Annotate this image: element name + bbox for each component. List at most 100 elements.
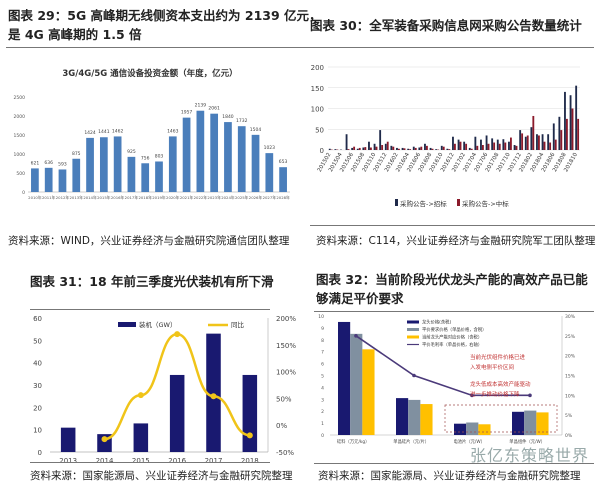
data-label: 1424 [84,130,96,136]
bar-tender [435,149,438,150]
data-label: 636 [44,160,53,166]
bar-tender [502,139,505,150]
bar [224,122,232,192]
line-point [354,334,358,338]
y-tick-label: 4 [321,385,324,391]
bar [210,113,219,192]
x-tick-label: 2014 [96,457,114,465]
bar [72,158,81,192]
bar-award [442,146,445,150]
legend-swatch [407,335,419,339]
y2-tick-label: 20% [565,354,576,360]
bar-award [521,133,524,150]
y-tick-label: 10 [33,427,42,435]
y2-tick-label: -50% [276,449,294,457]
bar-tender [362,147,365,150]
y-tick-label: 50 [33,337,42,345]
data-label: 1023 [264,145,276,151]
legend-swatch [457,199,460,206]
legend-label: 同比 [231,320,245,329]
divider [30,309,270,310]
bar-tender [351,147,354,150]
x-tick-label: 2016 [168,457,186,465]
bar-tender [334,149,337,150]
bar-award [448,149,451,150]
bar [362,349,375,435]
annotation: 当前光伏组件价格已进 [470,353,526,361]
bar-award [510,137,512,150]
line-point [174,331,181,338]
bar-award [358,147,361,150]
bar-award [532,115,535,150]
y-tick-label: 20 [33,404,42,412]
annotation: 龙头低成本高效产能驱动 [470,380,531,388]
bar-award [526,135,529,150]
divider [314,463,594,464]
y2-tick-label: 5% [565,413,573,419]
y-tick-label: 50 [315,126,324,134]
y-tick-label: 200 [311,64,324,72]
bar-tender [457,139,460,150]
y2-tick-label: 10% [565,393,576,399]
y-tick-label: 6 [321,362,324,368]
legend-label: 装机（GW） [139,320,176,329]
bar-tender [569,95,572,150]
bar-tender [468,147,471,150]
y-tick-label: 7 [321,350,324,356]
line-point [470,393,474,398]
x-tick-label: 2019年 [152,195,166,200]
x-tick-label: 2022年 [194,195,208,200]
line-margin [355,335,530,397]
bar-award [398,148,400,150]
bar-tender [429,147,432,150]
bar-tender [345,134,348,150]
data-label: 1840 [222,114,234,120]
chart-title: 3G/4G/5G 通信设备投资金额（年度，亿元） [62,68,237,79]
x-tick-label: 2023年 [207,195,221,200]
line-point [246,432,253,439]
x-tick-label: 2013 [59,457,77,465]
chart-fig29: 3G/4G/5G 通信设备投资金额（年度，亿元） 0 500 1000 1500 2000… [14,68,290,200]
bar [396,398,409,435]
y-tick-label: 1 [321,421,324,427]
bar [99,137,108,192]
bar [133,423,149,452]
bar-award [426,145,428,150]
x-tick-label: 2016年 [111,195,125,200]
legend-swatch [118,322,136,327]
data-label: 2061 [208,106,220,112]
data-label: 1462 [112,128,124,134]
bar-award [414,147,417,150]
bar-award [571,108,574,150]
x-tick-label: 2024年 [221,195,235,200]
bar [408,399,421,435]
bar [155,161,163,192]
bar [127,156,136,192]
annotation: 进一步推动价格下降 [470,390,520,398]
bar-tender [463,141,466,150]
line-point [137,392,144,399]
line-point [210,393,217,400]
x-tick-label: 2028年 [276,195,290,200]
bar-tender [575,85,578,150]
legend-label: 平价毛利率（单晶价格，右轴） [422,341,482,348]
bar [454,423,467,435]
fig29-source: 资料来源：WIND，兴业证券经济与金融研究院通信团队整理 [8,235,290,247]
data-label: 1504 [250,127,262,133]
y-tick-label: 2 [321,409,324,415]
bar-award [392,146,395,150]
bar-award [515,145,518,150]
bar [141,163,150,192]
fig29-title: 图表 29：5G 高峰期无线侧资本支出约为 2139 亿元，是 4G 高峰期的 … [8,8,322,42]
x-tick-label: 2020年 [166,195,180,200]
bar [338,321,351,435]
bar [265,153,274,192]
bar-tender [513,145,516,150]
data-label: 925 [127,149,136,155]
x-tick-label: 电池片（元/W） [453,438,484,445]
y-tick-label: 60 [33,315,42,323]
legend-swatch [407,328,419,331]
x-tick-label: 2026年 [249,195,263,200]
bar-award [347,149,350,150]
x-tick-label: 硅料（万元/kg） [337,438,369,445]
